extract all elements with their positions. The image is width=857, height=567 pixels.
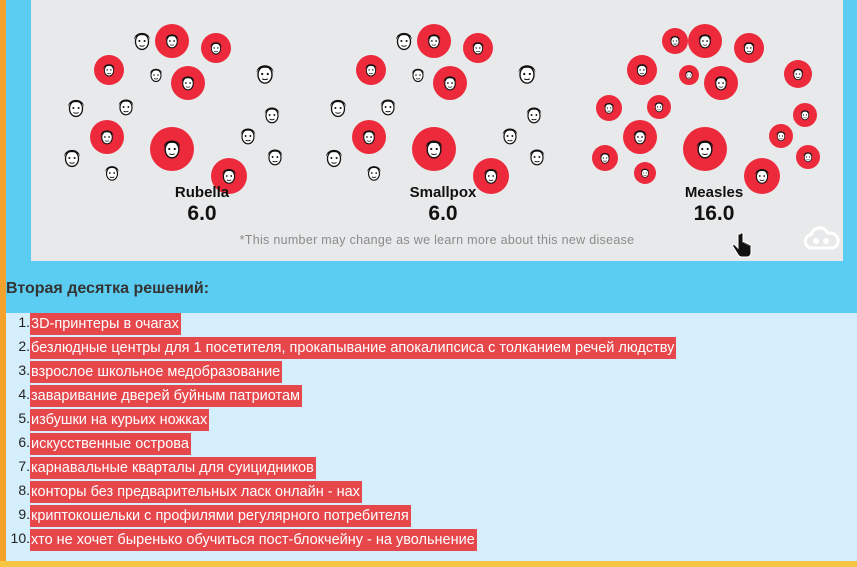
person-face-icon <box>260 103 284 127</box>
person-face-icon <box>59 145 85 171</box>
person-face-icon <box>793 103 817 127</box>
footnote-text: *This number may change as we learn more… <box>239 233 635 247</box>
person-face-icon <box>688 24 722 58</box>
person-face-icon <box>251 60 279 88</box>
list-item-number: 10. <box>10 530 30 546</box>
person-face-icon <box>513 60 541 88</box>
person-face-icon <box>146 65 166 85</box>
list-item-text: избушки на курьих ножках <box>30 409 210 431</box>
disease-group-measles <box>564 0 824 230</box>
person-face-icon <box>321 145 347 171</box>
infographic-image: Rubella 6.0 Smallpox 6.0 Measles 16.0 *T… <box>31 0 843 261</box>
disease-value-rubella: 6.0 <box>187 202 217 225</box>
list-item-text: взрослое школьное медобразование <box>30 361 283 383</box>
person-face-icon <box>114 95 138 119</box>
person-face-icon <box>352 120 386 154</box>
person-face-icon <box>412 127 456 171</box>
person-face-icon <box>784 60 812 88</box>
person-face-icon <box>408 65 428 85</box>
list-item-text: конторы без предварительных ласк онлайн … <box>30 481 362 503</box>
list-item-number: 8. <box>18 482 30 498</box>
person-face-icon <box>90 120 124 154</box>
person-face-icon <box>473 158 509 194</box>
list-item-number: 3. <box>18 362 30 378</box>
person-face-icon <box>463 33 493 63</box>
list-item-number: 4. <box>18 386 30 402</box>
list-item-number: 6. <box>18 434 30 450</box>
person-face-icon <box>623 120 657 154</box>
person-face-icon <box>376 95 400 119</box>
person-face-icon <box>211 158 247 194</box>
left-accent-bar <box>0 0 6 567</box>
solutions-heading: Вторая десятка решений: <box>6 280 210 297</box>
disease-value-smallpox: 6.0 <box>428 202 458 225</box>
disease-group-smallpox <box>293 0 553 230</box>
person-face-icon <box>171 66 205 100</box>
list-item-text: 3D-принтеры в очагах <box>30 313 181 335</box>
person-face-icon <box>263 145 287 169</box>
person-face-icon <box>325 95 351 121</box>
person-face-icon <box>734 33 764 63</box>
cloud-logo-icon <box>803 226 840 250</box>
person-face-icon <box>417 24 451 58</box>
person-face-icon <box>679 65 699 85</box>
hand-pointer-icon <box>732 232 752 258</box>
person-face-icon <box>525 145 549 169</box>
list-item-text: безлюдные центры для 1 посетителя, прока… <box>30 337 677 359</box>
person-face-icon <box>596 95 622 121</box>
person-face-icon <box>201 33 231 63</box>
person-face-icon <box>356 55 386 85</box>
list-item-text: заваривание дверей буйным патриотам <box>30 385 303 407</box>
person-face-icon <box>796 145 820 169</box>
person-face-icon <box>363 162 385 184</box>
list-item-number: 5. <box>18 410 30 426</box>
list-item-number: 1. <box>18 314 30 330</box>
person-face-icon <box>94 55 124 85</box>
person-face-icon <box>592 145 618 171</box>
person-face-icon <box>391 28 417 54</box>
list-item-text: карнавальные кварталы для суицидников <box>30 457 316 479</box>
person-face-icon <box>683 127 727 171</box>
person-face-icon <box>129 28 155 54</box>
list-item-number: 7. <box>18 458 30 474</box>
person-face-icon <box>634 162 656 184</box>
disease-value-measles: 16.0 <box>693 202 735 225</box>
person-face-icon <box>522 103 546 127</box>
person-face-icon <box>744 158 780 194</box>
person-face-icon <box>662 28 688 54</box>
bottom-accent-bar <box>0 561 857 567</box>
person-face-icon <box>498 124 522 148</box>
list-item-text: искусственные острова <box>30 433 191 455</box>
disease-name-measles: Measles <box>684 184 744 201</box>
person-face-icon <box>236 124 260 148</box>
solutions-list-panel: 1. 3D-принтеры в очагах 2. безлюдные центры… <box>6 313 857 561</box>
person-face-icon <box>433 66 467 100</box>
list-item-text: криптокошельки с профилями регулярного п… <box>30 505 411 527</box>
list-item-text: хто не хочет быренько обучиться пост-бло… <box>30 529 477 551</box>
person-face-icon <box>769 124 793 148</box>
list-item-number: 2. <box>18 338 30 354</box>
person-face-icon <box>150 127 194 171</box>
person-face-icon <box>647 95 671 119</box>
person-face-icon <box>63 95 89 121</box>
disease-name-smallpox: Smallpox <box>409 184 477 201</box>
person-face-icon <box>101 162 123 184</box>
list-item-number: 9. <box>18 506 30 522</box>
disease-group-rubella <box>31 0 291 230</box>
person-face-icon <box>704 66 738 100</box>
person-face-icon <box>155 24 189 58</box>
person-face-icon <box>627 55 657 85</box>
disease-name-rubella: Rubella <box>174 184 230 201</box>
